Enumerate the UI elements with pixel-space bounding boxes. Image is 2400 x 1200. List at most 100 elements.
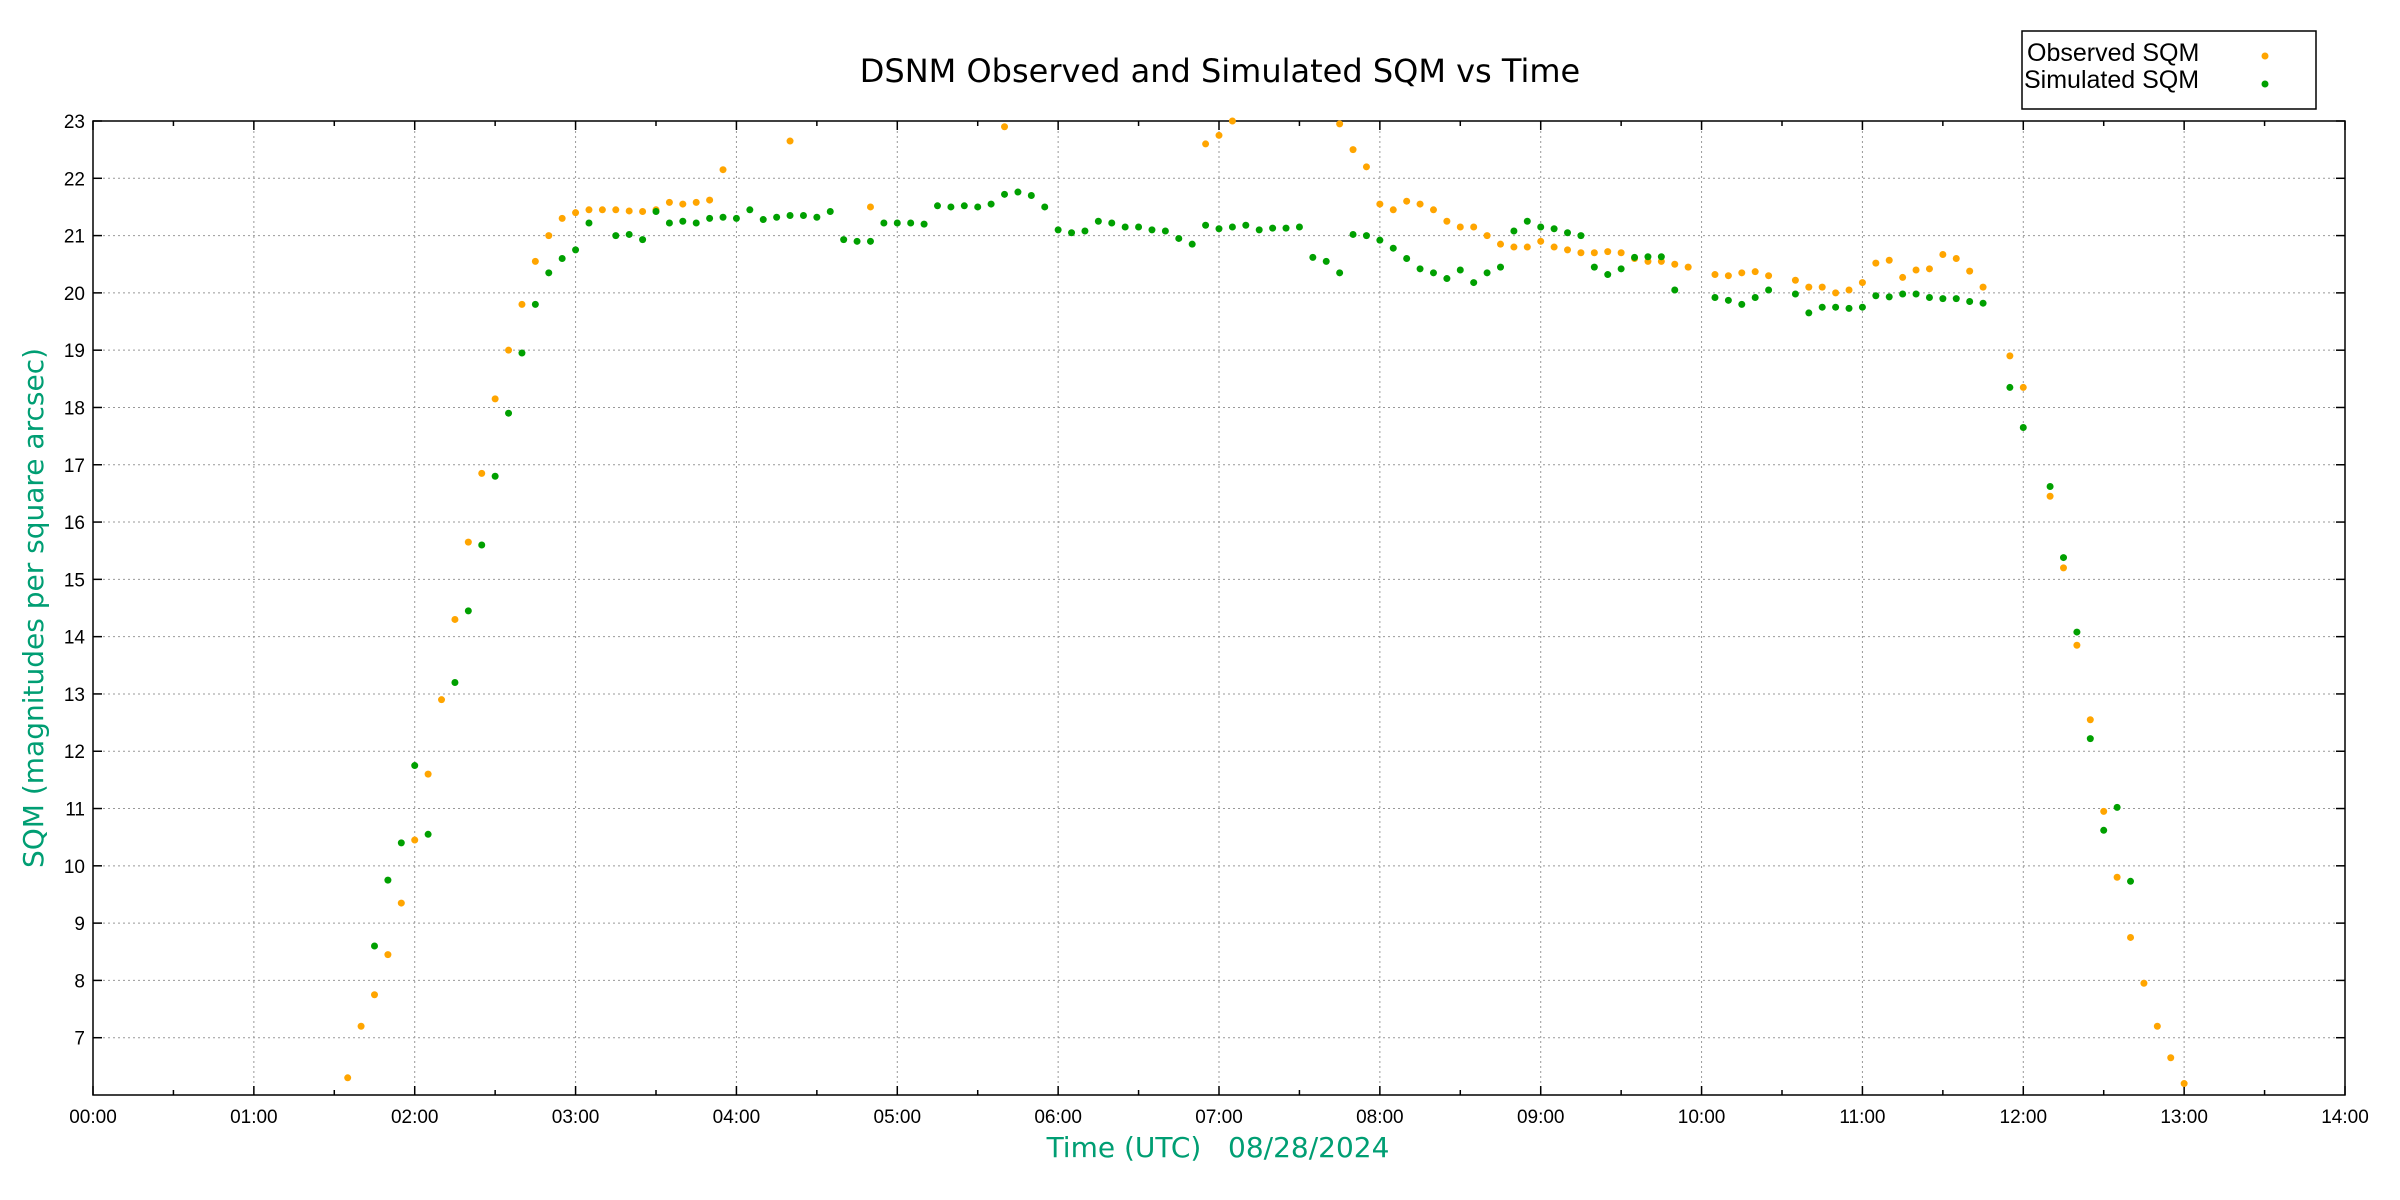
observed-sqm-point bbox=[2140, 979, 2148, 987]
simulated-sqm-point bbox=[2100, 826, 2108, 834]
simulated-sqm-point bbox=[1362, 232, 1370, 240]
simulated-sqm-point bbox=[1497, 263, 1504, 271]
observed-sqm-point bbox=[1899, 273, 1907, 281]
observed-sqm-point bbox=[1751, 268, 1759, 276]
simulated-sqm-point bbox=[1791, 290, 1799, 298]
observed-sqm-point bbox=[1215, 131, 1223, 139]
simulated-sqm-point bbox=[2019, 424, 2027, 432]
simulated-sqm-point bbox=[397, 839, 405, 847]
observed-sqm-point bbox=[639, 208, 647, 216]
y-tick-label: 17 bbox=[64, 456, 85, 477]
simulated-sqm-point bbox=[1255, 226, 1263, 234]
observed-sqm-point bbox=[706, 196, 714, 204]
observed-sqm-point bbox=[1711, 271, 1719, 279]
simulated-sqm-point bbox=[2113, 803, 2121, 811]
observed-sqm-point bbox=[598, 206, 606, 214]
observed-sqm-point bbox=[1429, 206, 1437, 214]
simulated-sqm-point bbox=[1148, 226, 1156, 234]
x-tick-label: 12:00 bbox=[2000, 1107, 2048, 1128]
simulated-sqm-point bbox=[1135, 223, 1143, 231]
simulated-sqm-point bbox=[531, 300, 539, 308]
observed-sqm-point bbox=[397, 899, 405, 907]
simulated-sqm-point bbox=[1041, 203, 1049, 211]
x-tick-label: 03:00 bbox=[552, 1107, 600, 1128]
observed-sqm-point bbox=[2006, 352, 2014, 360]
observed-sqm-point bbox=[1738, 269, 1746, 277]
simulated-sqm-point bbox=[1925, 293, 1933, 301]
observed-sqm-point bbox=[572, 209, 580, 217]
simulated-sqm-point bbox=[1765, 286, 1773, 294]
observed-sqm-point bbox=[1376, 200, 1384, 208]
simulated-sqm-point bbox=[1094, 217, 1102, 225]
simulated-sqm-point bbox=[1952, 295, 1960, 303]
simulated-sqm-point bbox=[840, 236, 848, 244]
observed-sqm-point bbox=[1832, 289, 1840, 297]
y-tick-label: 19 bbox=[64, 341, 85, 362]
observed-sqm-point bbox=[2113, 873, 2121, 881]
simulated-sqm-point bbox=[478, 541, 486, 549]
axes: 7 8 9 10 11 12 13 14 15 16 17 18 19 20 21 22 23 00:00 01:0… bbox=[64, 112, 2369, 1128]
simulated-sqm-point bbox=[1671, 286, 1679, 294]
simulated-sqm-point bbox=[1751, 293, 1759, 301]
legend-label-observed: Observed SQM bbox=[2027, 39, 2199, 67]
y-tick-label: 21 bbox=[64, 227, 85, 248]
simulated-sqm-point bbox=[880, 219, 888, 227]
simulated-sqm-point bbox=[1322, 257, 1330, 265]
observed-sqm-point bbox=[1925, 265, 1933, 273]
simulated-sqm-point bbox=[1912, 290, 1920, 298]
simulated-sqm-point bbox=[1242, 221, 1250, 229]
observed-sqm-point bbox=[679, 200, 687, 208]
y-tick-label: 18 bbox=[64, 398, 85, 419]
simulated-sqm-point bbox=[746, 206, 754, 214]
x-axis-label: Time (UTC) 08/28/2024 bbox=[1046, 1131, 1390, 1164]
x-tick-label: 10:00 bbox=[1678, 1107, 1726, 1128]
observed-sqm-point bbox=[1805, 283, 1813, 291]
simulated-sqm-point bbox=[1121, 223, 1129, 231]
simulated-sqm-point bbox=[960, 202, 968, 210]
simulated-sqm-point bbox=[625, 230, 633, 238]
simulated-sqm-point bbox=[2060, 554, 2067, 562]
y-tick-label: 9 bbox=[74, 914, 85, 935]
simulated-sqm-point bbox=[1282, 224, 1290, 232]
observed-sqm-point bbox=[1389, 206, 1397, 214]
simulated-sqm-point bbox=[1456, 266, 1464, 274]
observed-sqm-point bbox=[2180, 1080, 2188, 1088]
simulated-sqm-point bbox=[1818, 303, 1826, 311]
y-tick-label: 23 bbox=[64, 112, 85, 133]
simulated-sqm-point bbox=[451, 678, 459, 686]
observed-sqm-point bbox=[491, 395, 499, 403]
observed-sqm-point bbox=[1791, 276, 1799, 284]
simulated-sqm-point bbox=[1416, 265, 1424, 273]
observed-sqm-point bbox=[371, 991, 378, 999]
simulated-sqm-point bbox=[1068, 229, 1076, 237]
observed-sqm-point bbox=[1818, 283, 1826, 291]
simulated-sqm-point bbox=[1429, 269, 1437, 277]
observed-sqm-point bbox=[1497, 240, 1504, 248]
observed-sqm-point bbox=[545, 232, 553, 240]
y-tick-label: 16 bbox=[64, 513, 85, 534]
simulated-sqm-point bbox=[907, 219, 915, 227]
simulated-sqm-point bbox=[1336, 269, 1344, 277]
simulated-sqm-point bbox=[1966, 297, 1974, 305]
observed-sqm-point bbox=[1939, 250, 1947, 258]
simulated-sqm-point bbox=[1403, 255, 1411, 263]
observed-sqm-point bbox=[1885, 256, 1893, 264]
observed-sqm-point bbox=[866, 203, 874, 211]
simulated-sqm-point bbox=[719, 213, 727, 221]
simulated-sqm-point bbox=[692, 219, 700, 227]
simulated-sqm-point bbox=[2086, 735, 2094, 743]
simulated-sqm-point bbox=[1738, 300, 1746, 308]
simulated-sqm-point bbox=[1604, 271, 1612, 279]
x-tick-label: 00:00 bbox=[69, 1107, 117, 1128]
simulated-sqm-point bbox=[679, 217, 687, 225]
y-tick-label: 8 bbox=[74, 971, 85, 992]
observed-sqm-point bbox=[1966, 267, 1974, 275]
simulated-sqm-point bbox=[572, 246, 580, 254]
observed-sqm-point bbox=[357, 1022, 365, 1030]
simulated-sqm-point bbox=[1295, 223, 1303, 231]
simulated-sqm-point bbox=[1228, 223, 1236, 231]
simulated-sqm-point bbox=[1617, 265, 1625, 273]
observed-sqm-point bbox=[585, 206, 593, 214]
simulated-sqm-point bbox=[505, 409, 513, 417]
simulated-sqm-point bbox=[2127, 877, 2135, 885]
